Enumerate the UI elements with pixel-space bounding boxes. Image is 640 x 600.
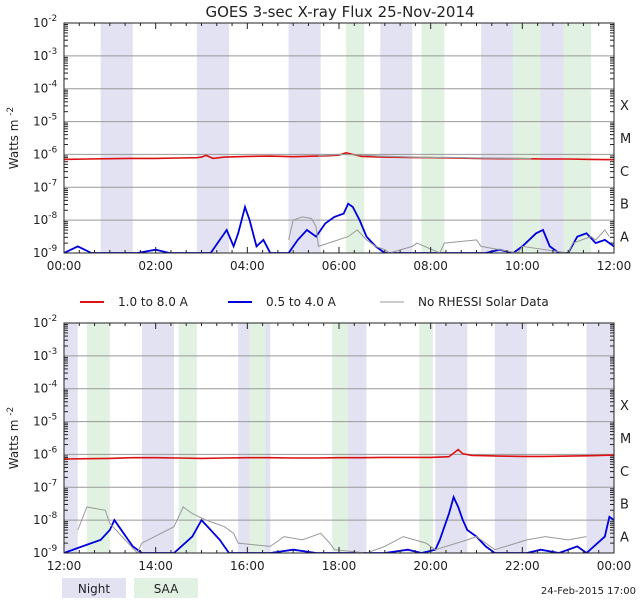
saa-band (249, 323, 266, 553)
y-tick-label: 10-2 (33, 314, 57, 330)
series-no-rhessi-solar-data (77, 506, 587, 553)
flare-class-label: X (620, 99, 629, 114)
y-tick-label: 10-3 (33, 347, 57, 363)
y-tick-label: 10-9 (33, 244, 58, 260)
flare-class-label: M (620, 132, 631, 147)
flare-class-label: A (620, 231, 629, 246)
x-tick-label: 10:00 (505, 259, 540, 273)
band-legend-swatch (62, 578, 126, 598)
saa-band (563, 23, 592, 253)
series-1-0-to-8-0-a (64, 448, 614, 460)
series-0-5-to-4-0-a (64, 202, 614, 253)
legend-label: 1.0 to 8.0 A (118, 295, 189, 309)
flare-class-label: X (620, 399, 629, 414)
footer-timestamp: 24-Feb-2015 17:00 (541, 586, 636, 597)
x-tick-label: 18:00 (322, 559, 357, 573)
flare-class-label: B (620, 498, 629, 513)
x-tick-label: 06:00 (322, 259, 357, 273)
x-tick-label: 12:00 (597, 259, 632, 273)
night-band (481, 23, 514, 253)
y-tick-label: 10-9 (33, 544, 58, 560)
x-tick-label: 16:00 (230, 559, 265, 573)
night-band (64, 323, 78, 553)
y-tick-label: 10-8 (33, 511, 58, 527)
flare-class-label: C (620, 465, 629, 480)
band-legend-label: SAA (154, 582, 179, 596)
panel-afternoon: 12:00 14:00 16:00 18:00 20:00 22:00 00:00 10-9 1… (6, 314, 631, 573)
y-tick-label: 10-5 (33, 113, 57, 129)
y-tick-label: 10-6 (33, 145, 58, 161)
night-band (100, 23, 133, 253)
saa-band (345, 23, 365, 253)
x-tick-label: 12:00 (47, 559, 82, 573)
legend-label: No RHESSI Solar Data (418, 295, 549, 309)
x-tick-label: 08:00 (413, 259, 448, 273)
y-tick-label: 10-8 (33, 211, 58, 227)
y-tick-label: 10-6 (33, 445, 58, 461)
y-axis-title: Watts m -2 (6, 407, 21, 469)
flare-class-label: B (620, 198, 629, 213)
series-legend: 1.0 to 8.0 A 0.5 to 4.0 A No RHESSI Solar … (80, 295, 549, 309)
legend-label: 0.5 to 4.0 A (266, 295, 337, 309)
x-tick-label: 00:00 (597, 559, 632, 573)
x-tick-label: 04:00 (230, 259, 265, 273)
night-band (494, 323, 527, 553)
y-tick-label: 10-2 (33, 14, 57, 30)
band-legend-swatch (134, 578, 198, 598)
saa-band (178, 323, 197, 553)
night-band (288, 23, 321, 253)
night-band (586, 323, 614, 553)
saa-band (86, 323, 110, 553)
y-tick-label: 10-3 (33, 47, 57, 63)
night-band (435, 323, 468, 553)
y-tick-label: 10-7 (33, 178, 57, 194)
series-1-0-to-8-0-a (318, 153, 532, 160)
flare-class-label: C (620, 165, 629, 180)
x-tick-label: 00:00 (47, 259, 82, 273)
night-band (380, 23, 413, 253)
x-tick-label: 14:00 (138, 559, 173, 573)
x-tick-label: 22:00 (505, 559, 540, 573)
y-tick-label: 10-4 (33, 380, 58, 396)
saa-band (332, 323, 349, 553)
saa-band (513, 23, 541, 253)
band-legend-label: Night (78, 582, 111, 596)
panel-morning: 00:00 02:00 04:00 06:00 08:00 10:00 12:00 10-9 1… (6, 14, 631, 273)
y-tick-label: 10-7 (33, 478, 57, 494)
chart-title: GOES 3-sec X-ray Flux 25-Nov-2014 (205, 3, 474, 21)
x-tick-label: 20:00 (413, 559, 448, 573)
flare-class-label: M (620, 432, 631, 447)
night-band (196, 23, 229, 253)
x-tick-label: 02:00 (138, 259, 173, 273)
flare-class-label: A (620, 531, 629, 546)
band-legend: Night SAA (62, 578, 198, 598)
series-no-rhessi-solar-data (288, 216, 610, 253)
night-band (141, 323, 174, 553)
saa-band (421, 23, 445, 253)
y-tick-label: 10-5 (33, 413, 57, 429)
y-axis-title: Watts m -2 (6, 107, 21, 169)
saa-band (419, 323, 433, 553)
y-tick-label: 10-4 (33, 80, 58, 96)
